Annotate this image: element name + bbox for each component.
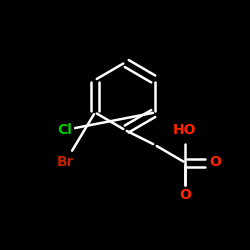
Text: HO: HO: [173, 123, 197, 137]
Text: O: O: [209, 156, 221, 170]
Text: O: O: [179, 188, 191, 202]
Text: Br: Br: [56, 156, 74, 170]
Text: Cl: Cl: [58, 123, 72, 137]
